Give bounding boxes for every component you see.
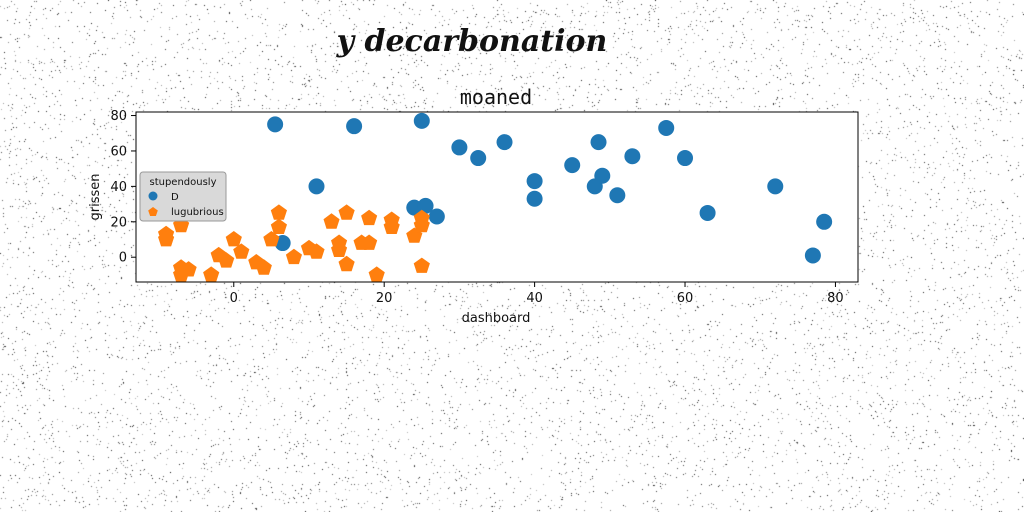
point-lugubrious bbox=[233, 243, 250, 259]
point-d bbox=[496, 134, 513, 151]
point-lugubrious bbox=[158, 231, 175, 247]
point-lugubrious bbox=[361, 209, 378, 226]
point-d bbox=[767, 178, 784, 195]
point-lugubrious bbox=[383, 218, 400, 234]
point-lugubrious bbox=[413, 216, 430, 233]
point-d bbox=[590, 134, 607, 151]
point-d bbox=[804, 247, 821, 264]
point-lugubrious bbox=[285, 248, 302, 265]
point-d bbox=[267, 116, 284, 133]
point-d bbox=[346, 118, 363, 135]
legend-label-lugubrious: lugubrious bbox=[171, 207, 224, 218]
point-d bbox=[658, 119, 675, 136]
y-tick-label: 20 bbox=[110, 215, 127, 230]
legend-box bbox=[139, 171, 227, 222]
y-axis-label: grissen bbox=[88, 174, 103, 221]
point-d bbox=[677, 150, 694, 167]
point-lugubrious bbox=[338, 255, 355, 272]
point-d bbox=[594, 167, 611, 184]
plot-title: moaned bbox=[460, 85, 532, 109]
point-d bbox=[609, 187, 626, 204]
legend-title: stupendously bbox=[149, 177, 216, 188]
plot-frame bbox=[135, 111, 859, 283]
x-tick-label: 0 bbox=[230, 291, 238, 306]
point-lugubrious bbox=[270, 204, 287, 220]
legend: stupendously D lugubrious bbox=[139, 171, 227, 222]
point-lugubrious bbox=[255, 259, 272, 275]
point-d bbox=[816, 213, 833, 230]
point-d bbox=[564, 157, 581, 174]
point-lugubrious bbox=[308, 243, 325, 259]
point-d bbox=[470, 150, 487, 167]
point-lugubrious bbox=[203, 266, 220, 282]
legend-marker-lugubrious bbox=[148, 207, 158, 216]
point-lugubrious bbox=[173, 266, 190, 282]
point-d bbox=[413, 112, 430, 129]
x-tick-label: 60 bbox=[677, 291, 694, 306]
point-d bbox=[417, 197, 434, 214]
point-lugubrious bbox=[338, 204, 355, 220]
point-d bbox=[526, 190, 543, 207]
point-d bbox=[699, 204, 716, 221]
point-lugubrious bbox=[368, 266, 385, 282]
point-lugubrious bbox=[270, 218, 287, 234]
y-tick-label: 0 bbox=[119, 251, 127, 266]
point-lugubrious bbox=[361, 234, 378, 250]
x-axis: 0 20 40 60 80 bbox=[230, 282, 844, 306]
point-lugubrious bbox=[413, 257, 430, 273]
x-axis-label: dashboard bbox=[462, 311, 531, 326]
point-lugubrious bbox=[263, 231, 280, 247]
y-tick-label: 40 bbox=[110, 180, 127, 195]
figure-suptitle: y decarbonation bbox=[336, 24, 608, 59]
data-points bbox=[158, 112, 833, 282]
x-tick-label: 40 bbox=[526, 291, 543, 306]
x-tick-label: 80 bbox=[827, 291, 844, 306]
point-d bbox=[526, 173, 543, 190]
legend-marker-d bbox=[148, 191, 158, 201]
point-lugubrious bbox=[323, 213, 340, 229]
point-lugubrious bbox=[218, 252, 235, 268]
legend-label-d: D bbox=[171, 192, 179, 203]
point-d bbox=[308, 178, 325, 195]
point-lugubrious bbox=[225, 231, 242, 247]
point-lugubrious bbox=[331, 241, 348, 257]
y-axis: 0 20 40 60 80 bbox=[110, 109, 136, 266]
x-tick-label: 20 bbox=[376, 291, 393, 306]
point-d bbox=[428, 208, 445, 225]
y-tick-label: 80 bbox=[110, 109, 127, 124]
point-d bbox=[624, 148, 641, 165]
point-d bbox=[451, 139, 468, 156]
y-tick-label: 60 bbox=[110, 144, 127, 159]
